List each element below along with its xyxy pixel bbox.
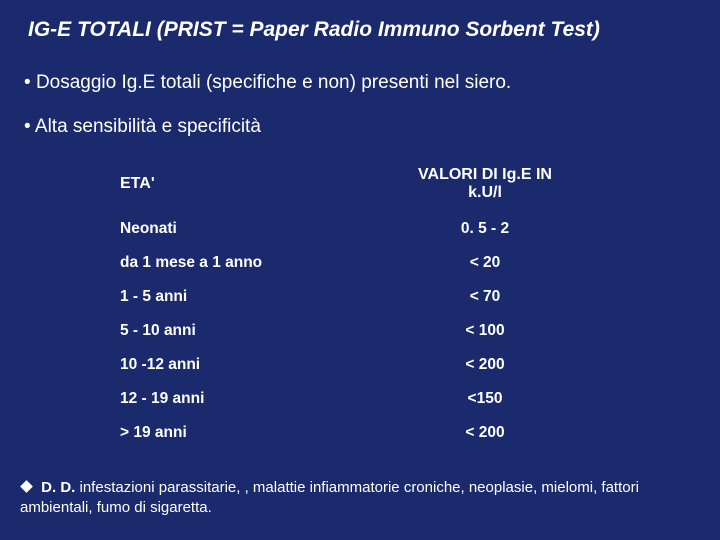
cell-age: Neonati [120,212,400,246]
bullet-2: Alta sensibilità e specificità [24,116,700,138]
table-row: 5 - 10 anni < 100 [120,314,570,348]
age-values-table: ETA' VALORI DI Ig.E IN k.U/l Neonati 0. … [120,160,700,450]
cell-value: < 20 [400,246,570,280]
cell-age: 10 -12 anni [120,348,400,382]
cell-age: 5 - 10 anni [120,314,400,348]
cell-age: 12 - 19 anni [120,382,400,416]
table-row: 10 -12 anni < 200 [120,348,570,382]
cell-age: 1 - 5 anni [120,280,400,314]
bullet-1: Dosaggio Ig.E totali (specifiche e non) … [24,72,700,94]
cell-value: < 200 [400,348,570,382]
cell-age: > 19 anni [120,416,400,450]
table-header-age: ETA' [120,160,400,212]
cell-value: 0. 5 - 2 [400,212,570,246]
diamond-icon [20,480,33,493]
footnote: D. D. infestazioni parassitarie, , malat… [20,478,700,519]
footnote-rest: infestazioni parassitarie, , malattie in… [20,479,639,516]
cell-value: <150 [400,382,570,416]
footnote-lead: D. D. [41,479,75,496]
cell-value: < 70 [400,280,570,314]
table-row: Neonati 0. 5 - 2 [120,212,570,246]
table-header-value: VALORI DI Ig.E IN k.U/l [400,160,570,212]
slide-title: IG-E TOTALI (PRIST = Paper Radio Immuno … [28,18,700,42]
table-row: 12 - 19 anni <150 [120,382,570,416]
cell-age: da 1 mese a 1 anno [120,246,400,280]
table-row: > 19 anni < 200 [120,416,570,450]
cell-value: < 100 [400,314,570,348]
table-row: 1 - 5 anni < 70 [120,280,570,314]
cell-value: < 200 [400,416,570,450]
table-row: da 1 mese a 1 anno < 20 [120,246,570,280]
